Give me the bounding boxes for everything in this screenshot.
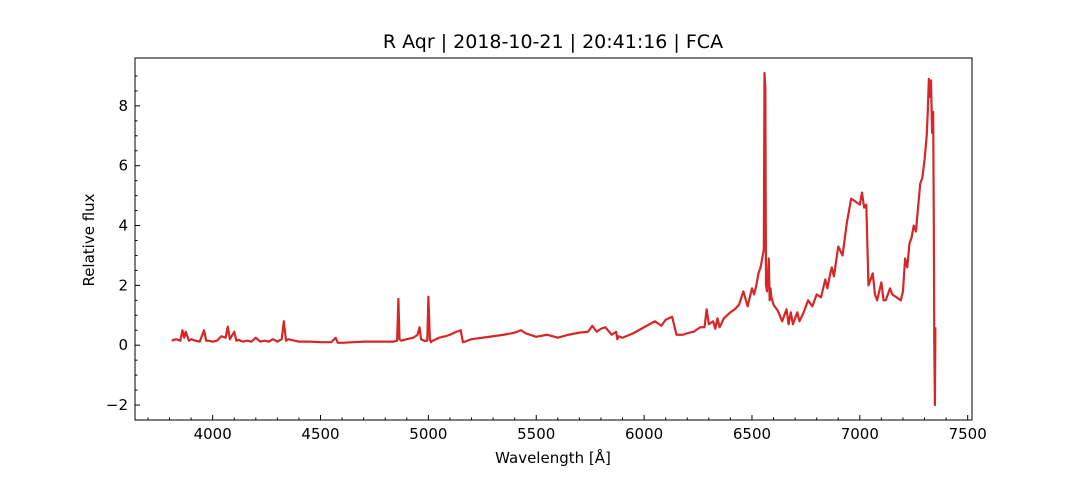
y-tick-label: −2: [106, 396, 128, 414]
x-tick-label: 6500: [733, 425, 771, 443]
x-axis-label: Wavelength [Å]: [495, 448, 611, 467]
y-tick-label: 4: [118, 217, 128, 235]
y-ticks: −2 0 2 4 6 8: [106, 97, 140, 414]
x-tick-label: 5000: [409, 425, 447, 443]
x-ticks: 4000 4500 5000 5500 6000 6500 7000 7500: [194, 415, 987, 443]
y-tick-label: 2: [118, 276, 128, 294]
x-tick-label: 6000: [625, 425, 663, 443]
x-tick-label: 4000: [194, 425, 232, 443]
spectrum-series-line: [171, 71, 937, 407]
y-axis-label: Relative flux: [80, 193, 98, 286]
y-tick-label: 0: [118, 336, 128, 354]
x-tick-label: 4500: [301, 425, 339, 443]
chart-title: R Aqr | 2018-10-21 | 20:41:16 | FCA: [383, 31, 723, 53]
x-tick-label: 5500: [517, 425, 555, 443]
x-tick-label: 7500: [949, 425, 987, 443]
plot-frame: [134, 57, 973, 421]
y-tick-label: 8: [118, 97, 128, 115]
y-tick-label: 6: [118, 157, 128, 175]
x-tick-label: 7000: [841, 425, 879, 443]
